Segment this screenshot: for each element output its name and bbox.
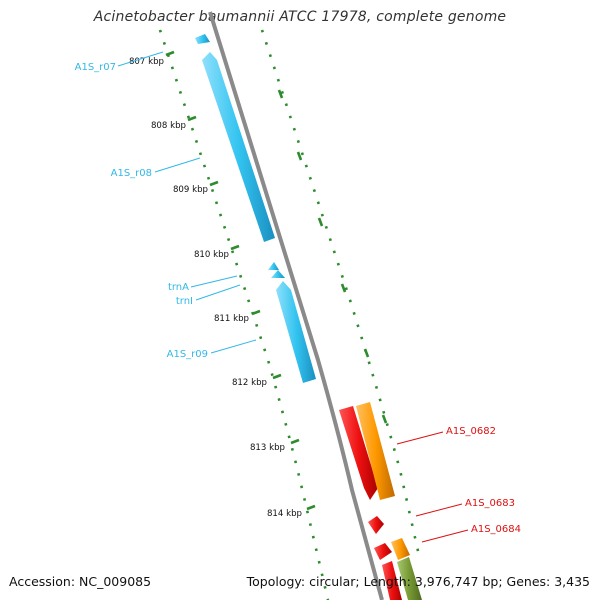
- label-A1S_0682: A1S_0682: [446, 426, 496, 437]
- label-A1S_0684: A1S_0684: [471, 524, 521, 535]
- inner-tick-ring: [158, 29, 330, 600]
- label-trnA: trnA: [168, 282, 189, 293]
- map-title: Acinetobacter baumannii ATCC 17978, comp…: [93, 9, 507, 25]
- label-A1S_r08: A1S_r08: [111, 168, 152, 179]
- tick-label-809: 809 kbp: [173, 185, 208, 195]
- feature-A1S_0682-orange-bar[interactable]: [356, 402, 395, 500]
- feature-trnA-arrow[interactable]: [268, 262, 279, 270]
- rna-feature-labels: A1S_r07 A1S_r08 trnA trnI A1S_r09: [75, 51, 257, 360]
- feature-A1S_0684-red-arrow[interactable]: [374, 543, 392, 560]
- genome-summary-text: Topology: circular; Length: 3,976,747 bp…: [246, 574, 590, 589]
- position-tick-labels: 807 kbp 808 kbp 809 kbp 810 kbp 811 kbp …: [129, 57, 302, 519]
- rna-features: [195, 34, 316, 383]
- tick-label-813: 813 kbp: [250, 443, 285, 453]
- feature-A1S_0684-orange-bar[interactable]: [391, 538, 410, 560]
- outer-major-ticks: [277, 89, 388, 424]
- tick-label-807: 807 kbp: [129, 57, 164, 67]
- tick-label-810: 810 kbp: [194, 250, 229, 260]
- tick-label-808: 808 kbp: [151, 121, 186, 131]
- tick-label-811: 811 kbp: [214, 314, 249, 324]
- feature-A1S_r07-arrow[interactable]: [195, 34, 210, 44]
- feature-trnI-arrow[interactable]: [271, 270, 285, 278]
- feature-A1S_0682-red-arrow[interactable]: [339, 406, 378, 500]
- label-A1S_0683: A1S_0683: [465, 498, 515, 509]
- label-A1S_r07: A1S_r07: [75, 62, 116, 73]
- feature-A1S_r09-arrow[interactable]: [276, 281, 316, 383]
- feature-A1S_0683-red-arrow[interactable]: [368, 516, 384, 534]
- label-trnI: trnI: [176, 296, 193, 307]
- tick-label-812: 812 kbp: [232, 378, 267, 388]
- tick-label-814: 814 kbp: [267, 509, 302, 519]
- feature-A1S_r08-arrow[interactable]: [202, 52, 275, 242]
- accession-text: Accession: NC_009085: [9, 574, 152, 589]
- inner-major-ticks: [165, 50, 316, 511]
- gene-features: [339, 402, 422, 600]
- genome-backbone: [208, 11, 384, 600]
- gene-feature-labels: A1S_0682 A1S_0683 A1S_0684: [396, 426, 521, 543]
- feature-olive-bar[interactable]: [397, 557, 422, 600]
- feature-red-lower-bar[interactable]: [382, 561, 402, 600]
- outer-tick-ring: [260, 29, 422, 561]
- label-A1S_r09: A1S_r09: [167, 349, 208, 360]
